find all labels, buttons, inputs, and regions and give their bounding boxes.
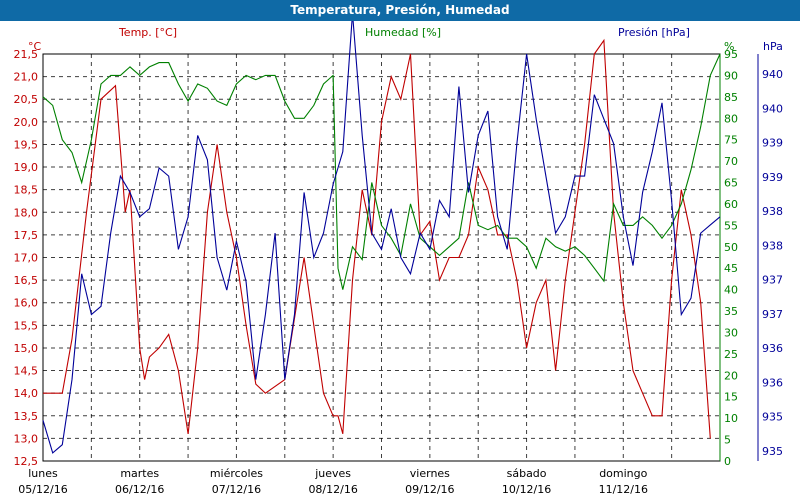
temp-tick-label: 16,5 [14, 274, 39, 287]
pres-tick-label: 940 [762, 68, 783, 81]
x-tick-date-label: 10/12/16 [502, 483, 551, 496]
pres-tick-label: 939 [762, 137, 783, 150]
temp-tick-label: 14,5 [14, 365, 39, 378]
pres-tick-label: 937 [762, 308, 783, 321]
x-tick-date-label: 11/12/16 [599, 483, 648, 496]
temp-tick-label: 20,0 [14, 116, 39, 129]
x-tick-date-label: 06/12/16 [115, 483, 164, 496]
hum-tick-label: 35 [724, 305, 738, 318]
temp-axis-unit: °C [28, 40, 42, 53]
hum-tick-label: 40 [724, 284, 738, 297]
x-tick-date-label: 05/12/16 [18, 483, 67, 496]
temp-tick-label: 17,5 [14, 229, 39, 242]
hum-axis-label: Humedad [%] [365, 26, 441, 39]
temp-tick-label: 15,5 [14, 319, 39, 332]
pres-axis-unit: hPa [763, 40, 783, 53]
series-line-pres [42, 21, 721, 454]
hum-axis-unit: % [724, 40, 734, 53]
hum-tick-label: 75 [724, 134, 738, 147]
temp-tick-label: 14,0 [14, 387, 39, 400]
temp-tick-label: 20,5 [14, 93, 39, 106]
x-tick-day-label: viernes [410, 467, 450, 480]
hum-tick-label: 55 [724, 219, 738, 232]
hum-tick-label: 95 [724, 48, 738, 61]
hum-tick-label: 30 [724, 326, 738, 339]
x-tick-day-label: jueves [314, 467, 351, 480]
hum-tick-label: 5 [724, 434, 731, 447]
temp-tick-label: 17,0 [14, 252, 39, 265]
pres-tick-label: 938 [762, 239, 783, 252]
series-line-hum [42, 53, 721, 290]
temp-tick-label: 18,5 [14, 184, 39, 197]
temp-tick-label: 13,0 [14, 432, 39, 445]
chart-svg: °C Temp. [°C] 21,5 21,0 20,5 20,0 19,5 19,0 18,5… [14, 21, 783, 496]
pres-tick-label: 935 [762, 411, 783, 424]
temp-axis-label: Temp. [°C] [118, 26, 177, 39]
hum-tick-label: 10 [724, 412, 738, 425]
pres-tick-label: 937 [762, 274, 783, 287]
temp-tick-label: 19,0 [14, 161, 39, 174]
pres-tick-label: 936 [762, 342, 783, 355]
temp-tick-label: 15,0 [14, 342, 39, 355]
x-tick-day-label: domingo [599, 467, 647, 480]
hum-tick-label: 15 [724, 391, 738, 404]
temp-tick-label: 21,0 [14, 71, 39, 84]
hum-tick-label: 85 [724, 91, 738, 104]
hum-tick-label: 90 [724, 69, 738, 82]
hum-tick-label: 70 [724, 155, 738, 168]
x-tick-date-label: 07/12/16 [212, 483, 261, 496]
temp-tick-label: 12,5 [14, 455, 39, 468]
x-tick-date-label: 09/12/16 [405, 483, 454, 496]
hum-tick-label: 80 [724, 112, 738, 125]
hum-tick-label: 45 [724, 262, 738, 275]
x-tick-day-label: martes [120, 467, 159, 480]
pres-tick-label: 939 [762, 171, 783, 184]
temp-tick-label: 16,0 [14, 297, 39, 310]
temp-tick-label: 19,5 [14, 138, 39, 151]
x-tick-day-label: miércoles [210, 467, 263, 480]
hum-tick-label: 20 [724, 369, 738, 382]
x-tick-day-label: lunes [28, 467, 58, 480]
pres-tick-label: 936 [762, 376, 783, 389]
pres-tick-label: 938 [762, 205, 783, 218]
temp-tick-label: 13,5 [14, 410, 39, 423]
temp-tick-label: 18,0 [14, 206, 39, 219]
hum-tick-label: 25 [724, 348, 738, 361]
hum-tick-label: 65 [724, 177, 738, 190]
hum-tick-label: 50 [724, 241, 738, 254]
temp-tick-label: 21,5 [14, 48, 39, 61]
x-tick-day-label: sábado [507, 467, 547, 480]
pres-tick-label: 935 [762, 445, 783, 458]
series-line-temp [43, 38, 711, 439]
hum-tick-label: 60 [724, 198, 738, 211]
chart-title: Temperatura, Presión, Humedad [0, 0, 800, 21]
pres-axis-label: Presión [hPa] [618, 26, 690, 39]
hum-tick-label: 0 [724, 455, 731, 468]
x-tick-date-label: 08/12/16 [308, 483, 357, 496]
pres-tick-label: 940 [762, 102, 783, 115]
